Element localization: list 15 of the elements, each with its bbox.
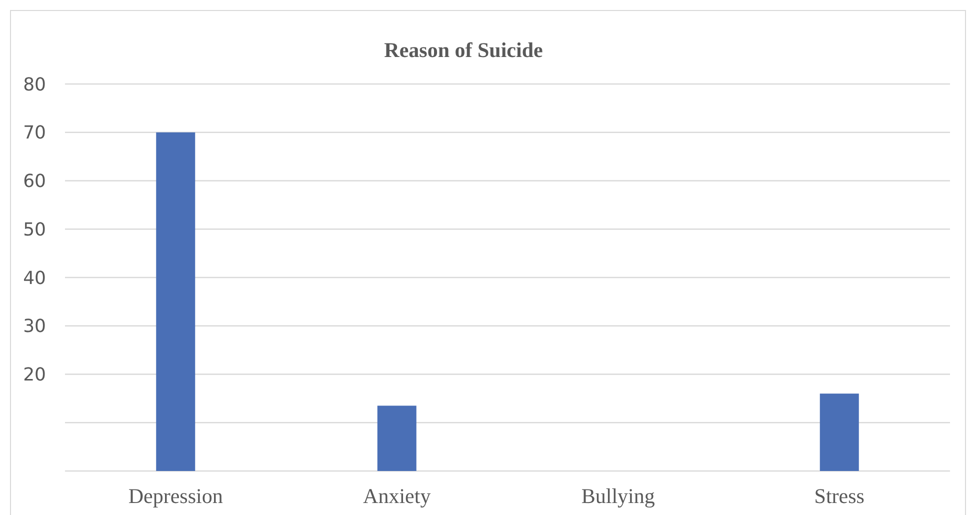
bar xyxy=(377,406,416,471)
y-tick-label: 80 xyxy=(23,74,46,96)
bar xyxy=(820,394,859,471)
y-tick-label: 30 xyxy=(23,316,46,338)
y-tick-label: 20 xyxy=(23,364,46,386)
x-tick-label: Anxiety xyxy=(363,484,432,508)
y-tick-label: 70 xyxy=(23,122,46,144)
x-tick-label: Depression xyxy=(128,484,224,508)
bar xyxy=(156,132,196,471)
chart-title: Reason of Suicide xyxy=(384,38,543,62)
x-tick-label: Bullying xyxy=(581,484,656,508)
y-tick-label: 40 xyxy=(23,268,46,289)
y-tick-label: 60 xyxy=(23,171,46,192)
y-tick-label: 50 xyxy=(23,219,46,240)
x-tick-label: Stress xyxy=(814,484,864,508)
